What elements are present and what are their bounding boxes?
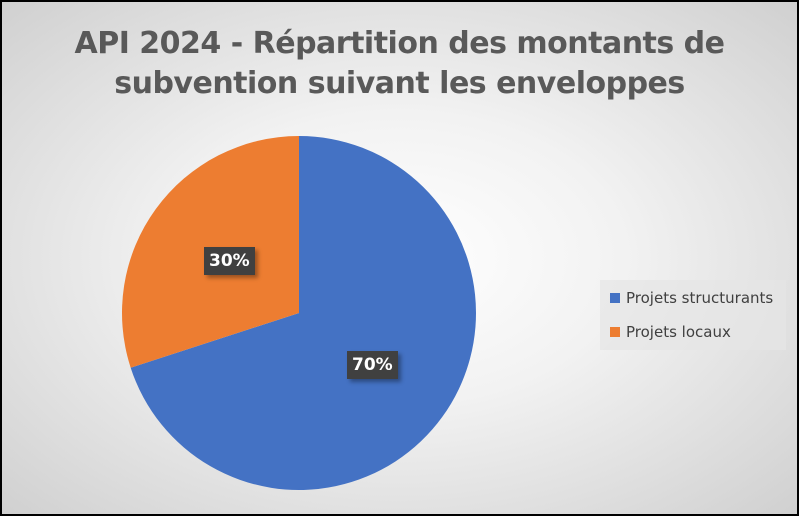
legend-item-projets-structurants: Projets structurants bbox=[610, 289, 773, 307]
legend-swatch-orange bbox=[610, 327, 620, 337]
legend-label: Projets locaux bbox=[626, 323, 731, 341]
pie-slice-projets-structurants bbox=[130, 136, 476, 490]
data-label-projets-locaux: 30% bbox=[204, 247, 255, 275]
chart-title: API 2024 - Répartition des montants de s… bbox=[2, 24, 797, 104]
chart-title-line-1: API 2024 - Répartition des montants de bbox=[74, 26, 725, 61]
legend-swatch-blue bbox=[610, 293, 620, 303]
legend-item-projets-locaux: Projets locaux bbox=[610, 323, 731, 341]
chart-title-line-2: subvention suivant les enveloppes bbox=[114, 66, 685, 101]
legend-label: Projets structurants bbox=[626, 289, 774, 307]
legend: Projets structurants Projets locaux bbox=[600, 280, 786, 350]
data-label-projets-structurants: 70% bbox=[347, 351, 398, 379]
